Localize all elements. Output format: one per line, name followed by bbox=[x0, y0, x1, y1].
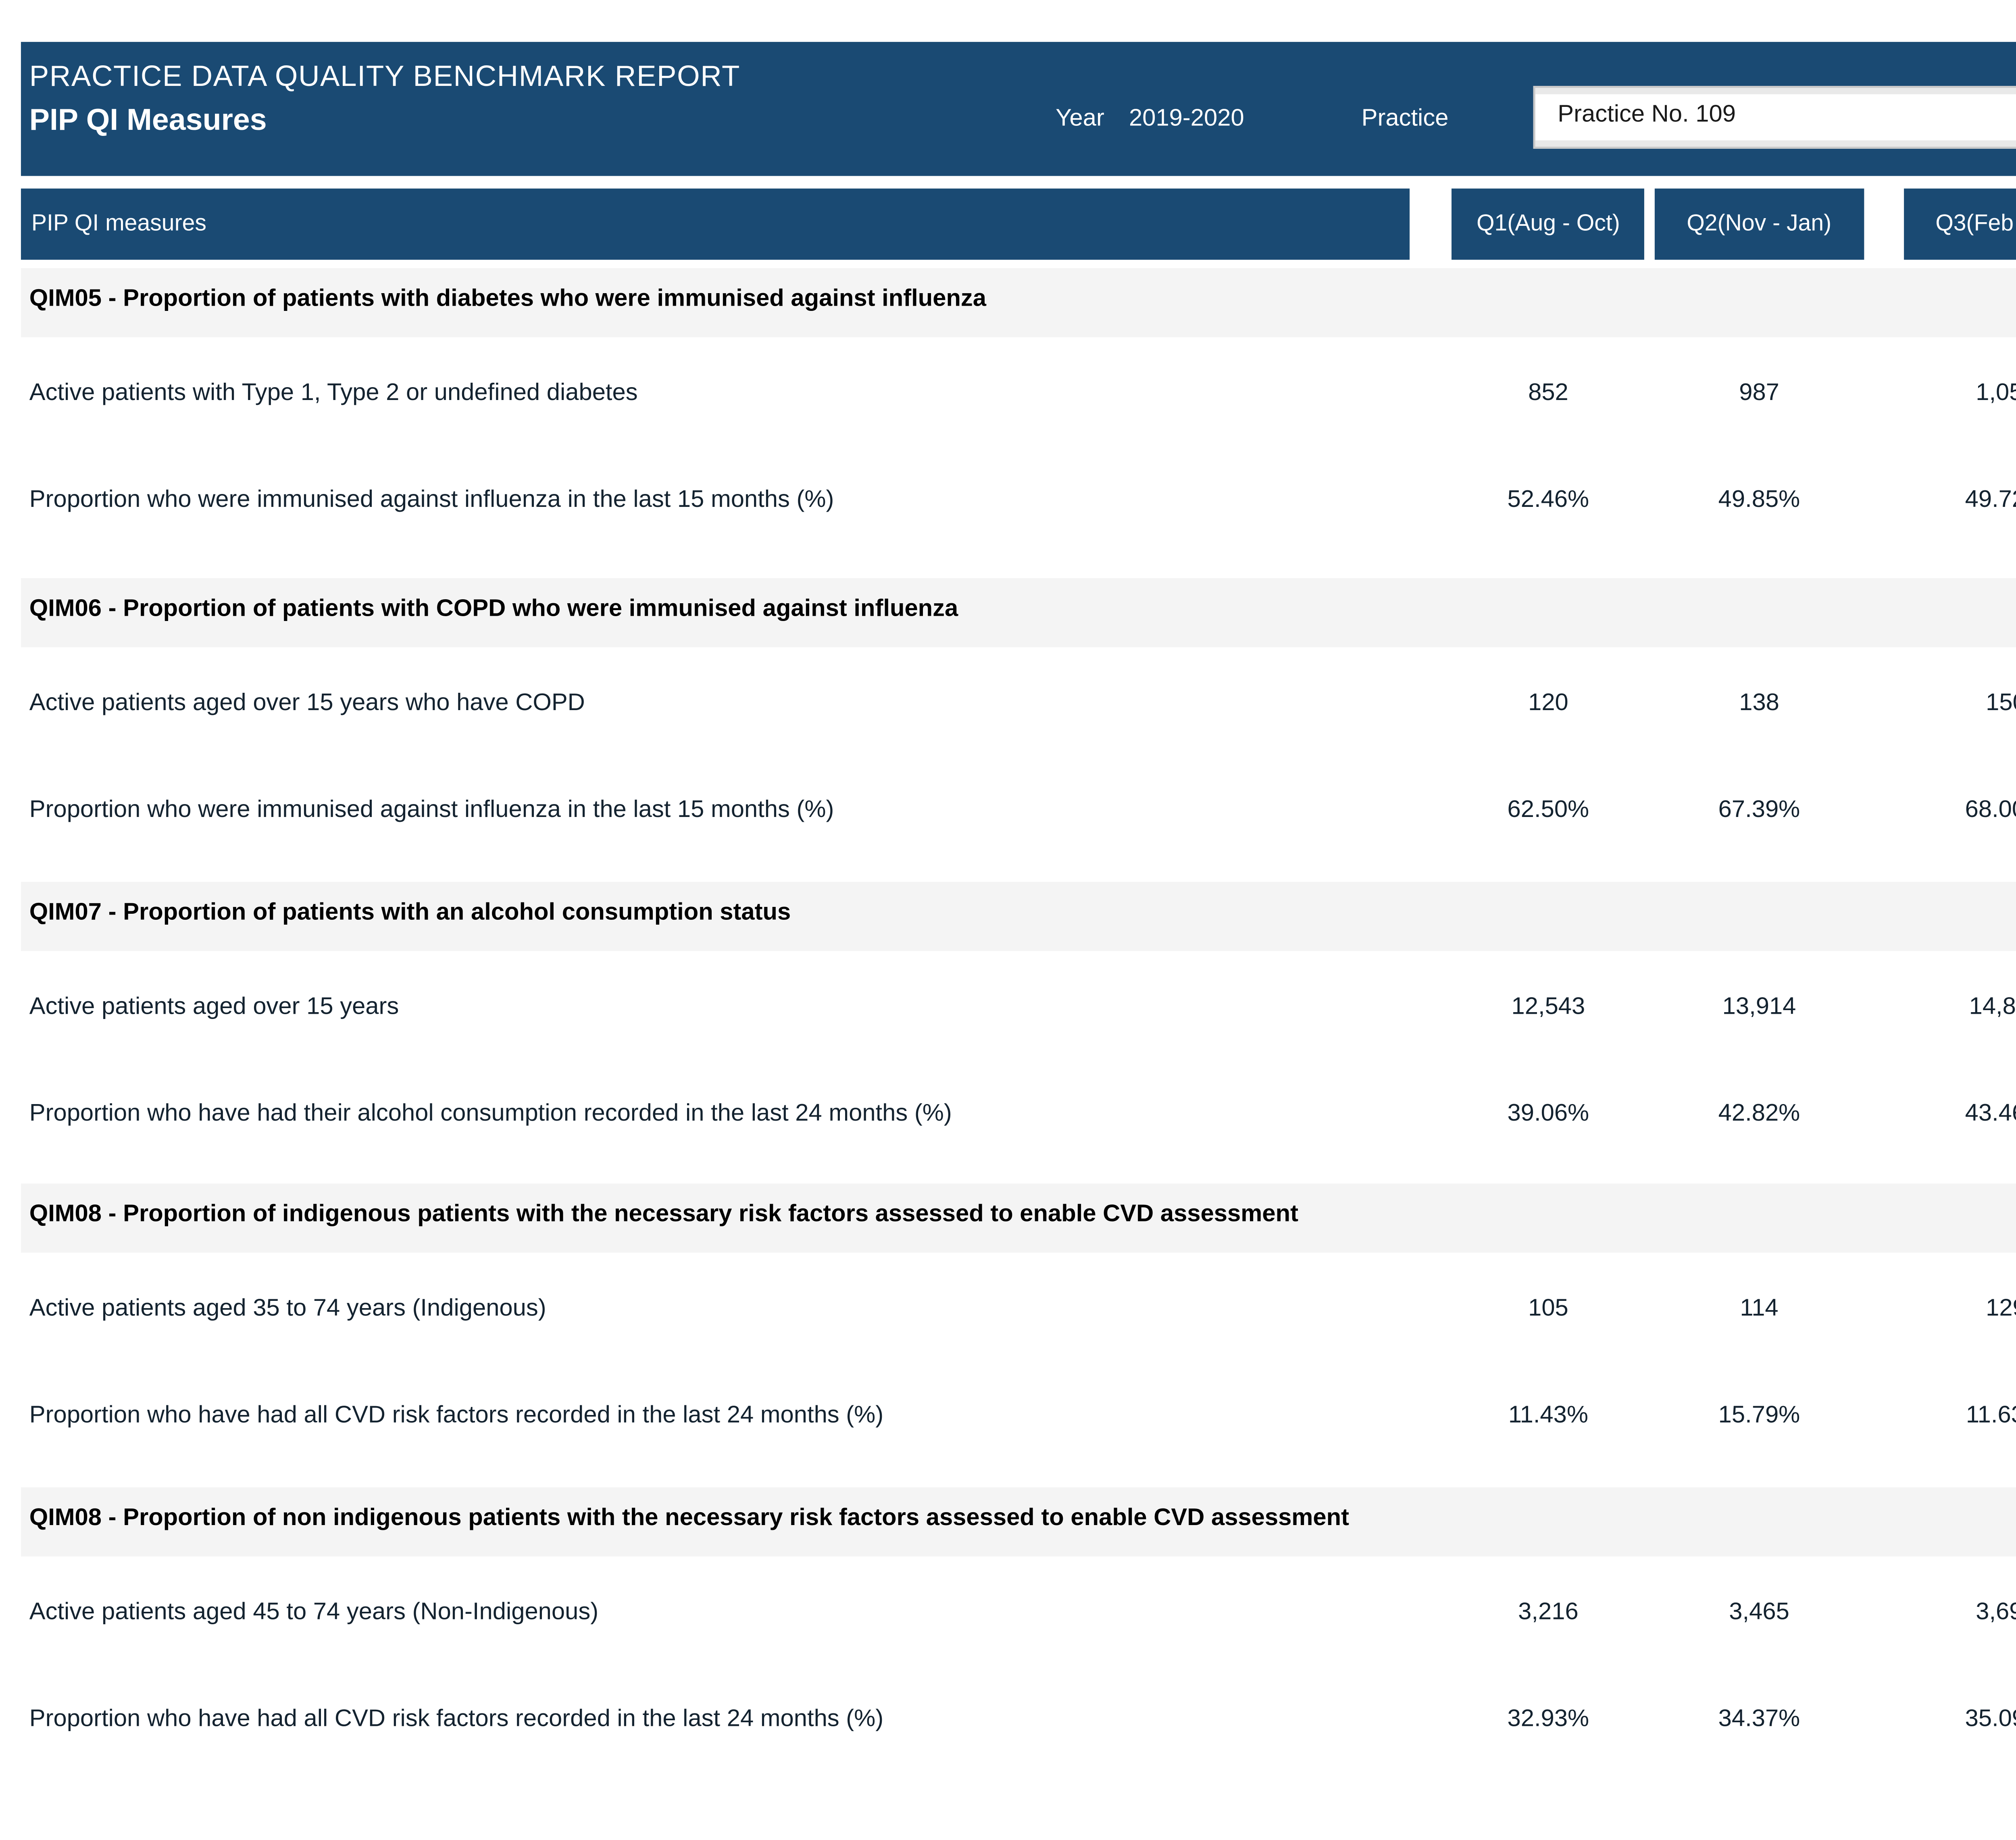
dropdown-top-edge bbox=[1535, 88, 2016, 95]
page-title: PRACTICE DATA QUALITY BENCHMARK REPORT bbox=[29, 58, 741, 92]
q2-value: 114 bbox=[1740, 1296, 1779, 1322]
row-label: Active patients aged over 15 years who h… bbox=[29, 691, 585, 717]
column-header-measures: PIP QI measures bbox=[21, 188, 1410, 260]
section-header: QIM05 - Proportion of patients with diab… bbox=[21, 268, 2016, 338]
column-header-q2: Q2(Nov - Jan) bbox=[1654, 188, 1864, 260]
row-label: Active patients aged over 15 years bbox=[29, 995, 399, 1020]
section-header: QIM08 - Proportion of indigenous patient… bbox=[21, 1184, 2016, 1253]
practice-dropdown-value: Practice No. 109 bbox=[1558, 103, 1736, 128]
q1-value: 11.43% bbox=[1508, 1403, 1589, 1429]
q1-value: 62.50% bbox=[1507, 798, 1589, 823]
q2-value: 67.39% bbox=[1718, 798, 1800, 823]
row-label: Active patients aged 45 to 74 years (Non… bbox=[29, 1600, 599, 1626]
row-label: Proportion who have had all CVD risk fac… bbox=[29, 1707, 884, 1733]
q2-value: 42.82% bbox=[1718, 1102, 1800, 1127]
practice-label: Practice bbox=[1361, 106, 1449, 132]
row-label: Active patients with Type 1, Type 2 or u… bbox=[29, 381, 638, 406]
row-label: Active patients aged 35 to 74 years (Ind… bbox=[29, 1296, 546, 1322]
q1-value: 39.06% bbox=[1507, 1102, 1589, 1127]
q2-value: 987 bbox=[1739, 381, 1779, 406]
dropdown-bottom-edge bbox=[1535, 140, 2016, 147]
q1-value: 852 bbox=[1528, 381, 1568, 406]
q2-value: 13,914 bbox=[1722, 995, 1796, 1020]
section-header: QIM07 - Proportion of patients with an a… bbox=[21, 882, 2016, 951]
q3-value: 3,693 bbox=[1976, 1600, 2016, 1626]
q1-value: 52.46% bbox=[1507, 488, 1589, 513]
q1-value: 3,216 bbox=[1518, 1600, 1579, 1626]
q3-value: 11.63% bbox=[1966, 1403, 2016, 1429]
row-label: Proportion who have had all CVD risk fac… bbox=[29, 1403, 884, 1429]
section-title: QIM05 - Proportion of patients with diab… bbox=[29, 287, 987, 313]
page-subtitle: PIP QI Measures bbox=[29, 104, 267, 138]
q3-value: 150 bbox=[1986, 691, 2016, 717]
q3-value: 14,829 bbox=[1969, 995, 2016, 1020]
q2-value: 138 bbox=[1739, 691, 1779, 717]
q3-value: 1,056 bbox=[1976, 381, 2016, 406]
section-title: QIM08 - Proportion of indigenous patient… bbox=[29, 1202, 1299, 1228]
report-header: PRACTICE DATA QUALITY BENCHMARK REPORT P… bbox=[21, 42, 2016, 176]
column-header-q1: Q1(Aug - Oct) bbox=[1451, 188, 1645, 260]
q2-value: 34.37% bbox=[1718, 1707, 1800, 1733]
q1-value: 105 bbox=[1528, 1296, 1568, 1322]
row-label: Proportion who were immunised against in… bbox=[29, 488, 834, 513]
q3-value: 43.46% bbox=[1965, 1102, 2016, 1127]
q1-value: 12,543 bbox=[1511, 995, 1585, 1020]
section-header: QIM08 - Proportion of non indigenous pat… bbox=[21, 1487, 2016, 1557]
q3-value: 68.00% bbox=[1965, 798, 2016, 823]
column-header-q3: Q3(Feb - Apr) bbox=[1903, 188, 2016, 260]
q2-value: 3,465 bbox=[1729, 1600, 1789, 1626]
row-label: Proportion who were immunised against in… bbox=[29, 798, 834, 823]
q3-value: 129 bbox=[1986, 1296, 2016, 1322]
row-label: Proportion who have had their alcohol co… bbox=[29, 1102, 952, 1127]
year-label: Year bbox=[1056, 106, 1104, 132]
section-header: QIM06 - Proportion of patients with COPD… bbox=[21, 578, 2016, 648]
practice-dropdown[interactable]: Practice No. 109 bbox=[1532, 86, 2016, 149]
q2-value: 49.85% bbox=[1718, 488, 1800, 513]
q3-value: 35.09% bbox=[1965, 1707, 2016, 1733]
q3-value: 49.72% bbox=[1965, 488, 2016, 513]
section-title: QIM07 - Proportion of patients with an a… bbox=[29, 900, 791, 926]
q2-value: 15.79% bbox=[1718, 1403, 1800, 1429]
q1-value: 120 bbox=[1528, 691, 1568, 717]
section-title: QIM08 - Proportion of non indigenous pat… bbox=[29, 1506, 1350, 1532]
year-value: 2019-2020 bbox=[1129, 106, 1244, 132]
section-title: QIM06 - Proportion of patients with COPD… bbox=[29, 597, 958, 622]
q1-value: 32.93% bbox=[1507, 1707, 1589, 1733]
